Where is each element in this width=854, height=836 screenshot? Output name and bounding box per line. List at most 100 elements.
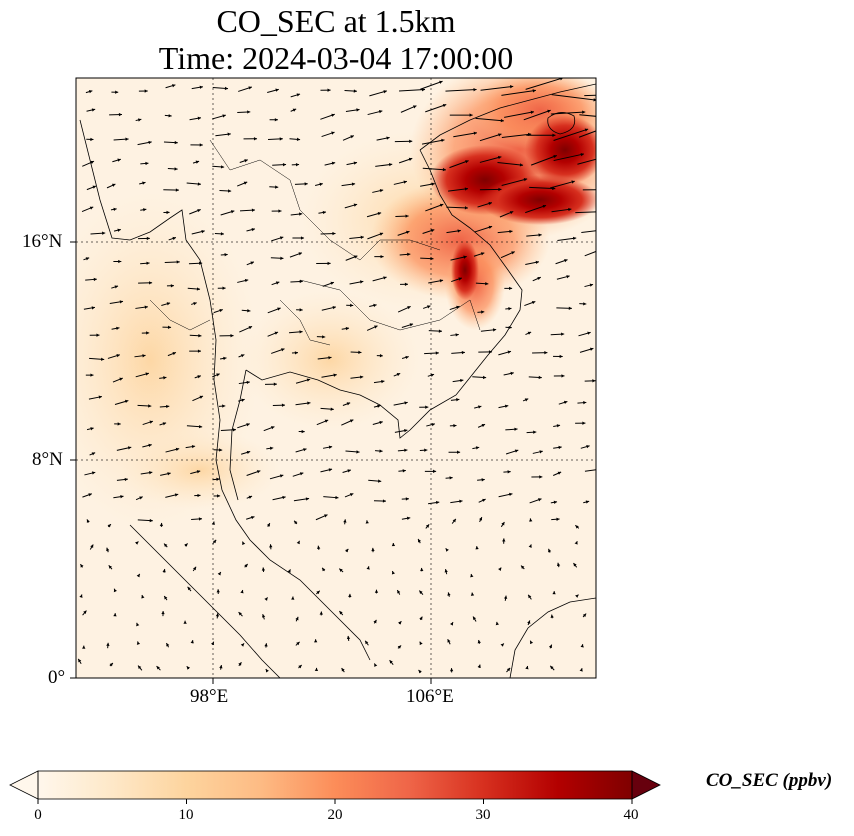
wind-arrow-head xyxy=(464,187,469,191)
wind-arrow-head xyxy=(497,155,502,160)
wind-arrow-head xyxy=(509,211,514,215)
wind-arrow-head xyxy=(435,351,439,355)
wind-arrow-head xyxy=(447,592,451,596)
colorbar-label: CO_SEC (ppbv) xyxy=(706,770,833,791)
wind-arrow-head xyxy=(404,428,408,433)
wind-arrow-head xyxy=(430,373,435,377)
wind-arrow-head xyxy=(510,371,514,376)
wind-arrow-head xyxy=(371,547,375,552)
wind-arrow-head xyxy=(456,398,460,402)
wind-arrow-head xyxy=(406,230,410,234)
wind-arrow-head xyxy=(319,611,323,615)
wind-arrow-head xyxy=(441,138,445,143)
wind-arrow-head xyxy=(275,88,279,92)
wind-arrow-head xyxy=(120,495,124,499)
wind-arrow-head xyxy=(381,379,385,384)
wind-arrow xyxy=(553,153,585,162)
wind-arrow-head xyxy=(279,474,284,478)
wind-arrow-head xyxy=(396,373,401,377)
wind-arrow xyxy=(420,80,443,90)
wind-arrow-head xyxy=(452,518,456,523)
wind-arrow-head xyxy=(282,162,287,167)
wind-arrow-head xyxy=(495,621,499,626)
wind-arrow-head xyxy=(296,540,300,545)
wind-arrow-head xyxy=(324,419,329,423)
wind-arrow-head xyxy=(216,477,220,482)
wind-arrow-head xyxy=(405,355,409,360)
wind-arrow-head xyxy=(280,256,284,260)
wind-arrow-head xyxy=(317,545,321,549)
wind-arrow xyxy=(425,203,444,212)
wind-arrow-head xyxy=(571,180,575,184)
wind-arrow-head xyxy=(481,478,485,482)
wind-arrow-head xyxy=(586,445,590,449)
wind-arrow-head xyxy=(561,332,565,336)
wind-arrow-head xyxy=(328,356,332,360)
wind-arrow-head xyxy=(224,86,229,91)
wind-arrow-head xyxy=(332,231,336,236)
wind-arrow-head xyxy=(457,229,461,233)
wind-arrow-head xyxy=(346,635,351,640)
wind-arrow-head xyxy=(424,448,428,452)
wind-arrow-head xyxy=(453,424,457,428)
wind-arrow-head xyxy=(328,468,333,472)
wind-arrow xyxy=(584,94,596,97)
wind-arrow xyxy=(501,133,532,139)
wind-arrow-head xyxy=(403,180,407,184)
wind-arrow-head xyxy=(199,143,203,147)
wind-arrow-head xyxy=(359,280,364,284)
wind-arrow-head xyxy=(212,539,217,544)
wind-arrow-head xyxy=(294,520,298,525)
wind-arrow xyxy=(551,94,596,101)
wind-arrow-head xyxy=(287,569,291,573)
wind-arrow xyxy=(501,178,528,186)
wind-arrow-head xyxy=(469,113,473,117)
wind-arrow-head xyxy=(383,276,387,280)
wind-arrow xyxy=(579,114,596,117)
wind-arrow-head xyxy=(256,470,261,474)
wind-arrow-head xyxy=(102,231,106,235)
wind-arrow-head xyxy=(572,236,577,241)
wind-arrow-head xyxy=(143,208,147,212)
wind-arrow-head xyxy=(353,161,358,165)
wind-arrow-head xyxy=(277,307,281,311)
wind-arrow-head xyxy=(89,206,94,210)
wind-arrow-head xyxy=(607,125,610,128)
wind-arrow-head xyxy=(383,90,387,94)
wind-arrow-head xyxy=(279,137,283,141)
wind-arrow-head xyxy=(366,566,370,570)
wind-arrow-head xyxy=(124,399,129,404)
wind-arrow xyxy=(584,469,596,472)
wind-arrow-head xyxy=(111,183,116,187)
wind-arrow-head xyxy=(331,113,335,117)
wind-arrow-head xyxy=(91,452,96,456)
wind-arrow-head xyxy=(433,469,437,474)
wind-arrow-head xyxy=(574,541,578,545)
wind-arrow-head xyxy=(607,188,610,191)
wind-arrow-head xyxy=(101,357,105,361)
wind-arrow-head xyxy=(306,378,311,382)
wind-arrow-head xyxy=(142,181,146,185)
wind-arrow-head xyxy=(542,204,547,209)
wind-arrow xyxy=(425,104,447,113)
wind-arrow-head xyxy=(386,136,390,140)
wind-arrow-head xyxy=(464,206,468,210)
wind-arrow-head xyxy=(197,375,201,379)
wind-arrow-head xyxy=(420,567,424,572)
wind-arrow-head xyxy=(197,182,201,186)
wind-arrow-head xyxy=(175,188,179,192)
wind-arrow-head xyxy=(166,404,170,409)
wind-arrow-head xyxy=(114,285,119,289)
wind-arrow-head xyxy=(113,207,117,212)
wind-arrow-head xyxy=(117,158,121,162)
wind-arrow-head xyxy=(397,590,401,594)
wind-arrow-head xyxy=(406,516,411,520)
wind-arrow-head xyxy=(124,477,128,482)
wind-arrow-head xyxy=(477,639,481,644)
wind-arrow-head xyxy=(533,430,537,434)
wind-arrow-head xyxy=(279,236,284,240)
wind-arrow-head xyxy=(498,133,502,137)
wind-arrow xyxy=(449,160,469,169)
wind-arrow-head xyxy=(98,395,102,399)
